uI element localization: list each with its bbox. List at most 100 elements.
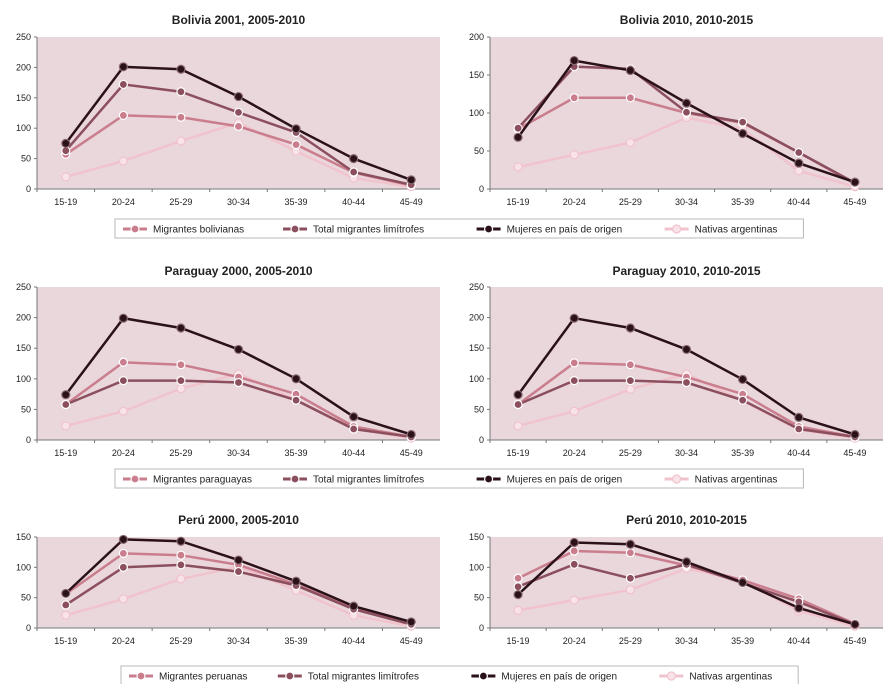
y-tick-label: 200 (469, 32, 484, 42)
data-point (625, 585, 635, 595)
x-tick-label: 15-19 (54, 197, 77, 207)
chart-4: Paraguay 2010, 2010-2015 0 50 100 150 200 250 1… (469, 264, 883, 458)
data-point (406, 429, 416, 440)
data-point (738, 395, 748, 405)
chart-6: Perú 2010, 2010-2015 0 50 100 150 15-19 20-24 2… (469, 513, 883, 646)
legend-swatch-marker (484, 224, 494, 234)
data-point (176, 323, 186, 333)
data-point (406, 175, 416, 185)
x-tick-label: 40-44 (787, 636, 810, 646)
x-tick-label: 35-39 (731, 448, 754, 458)
data-point (118, 79, 128, 90)
chart-title: Perú 2000, 2005-2010 (178, 513, 299, 527)
data-point (233, 91, 244, 102)
y-tick-label: 100 (469, 562, 484, 572)
data-point (569, 376, 579, 386)
chart-title: Perú 2010, 2010-2015 (626, 513, 747, 527)
legend-swatch-marker (290, 224, 300, 234)
data-point (118, 313, 128, 323)
legend-label: Mujeres en país de origen (507, 475, 623, 486)
x-tick-label: 15-19 (507, 448, 530, 458)
data-point (738, 117, 748, 127)
y-tick-label: 200 (16, 62, 31, 72)
y-tick-label: 100 (16, 562, 31, 572)
data-point (625, 539, 635, 549)
x-tick-label: 40-44 (787, 197, 810, 207)
data-point (61, 399, 71, 410)
data-point (513, 390, 523, 400)
x-tick-label: 45-49 (843, 197, 866, 207)
data-point (681, 107, 692, 117)
data-point (569, 150, 579, 160)
legend-label: Mujeres en país de origen (501, 672, 617, 683)
series-3 (61, 62, 416, 185)
data-point (850, 429, 860, 440)
x-tick-label: 40-44 (787, 448, 810, 458)
legend-swatch-marker (484, 474, 494, 484)
y-tick-label: 50 (21, 593, 31, 603)
data-point (176, 360, 186, 370)
data-point (681, 344, 692, 355)
data-point (233, 107, 244, 117)
data-point (738, 577, 748, 588)
data-point (569, 313, 579, 323)
data-point (176, 87, 186, 97)
chart-1: Bolivia 2001, 2005-2010 0 50 100 150 200 250 15… (16, 13, 440, 207)
data-point (291, 124, 301, 134)
data-point (569, 358, 579, 368)
x-tick-label: 35-39 (285, 197, 308, 207)
legend-label: Migrantes paraguayas (153, 475, 252, 486)
data-point (513, 399, 523, 410)
x-tick-label: 20-24 (563, 636, 586, 646)
data-point (176, 560, 186, 570)
x-tick-label: 20-24 (112, 197, 135, 207)
data-point (61, 588, 71, 599)
y-tick-label: 250 (469, 282, 484, 292)
data-point (176, 550, 186, 560)
y-tick-label: 0 (26, 623, 31, 633)
data-point (61, 172, 71, 182)
legend-item: Nativas argentinas (664, 224, 777, 236)
y-tick-label: 0 (479, 623, 484, 633)
data-point (513, 132, 523, 142)
legend-swatch-marker (285, 671, 295, 681)
chart-title: Paraguay 2010, 2010-2015 (612, 264, 760, 278)
x-tick-label: 45-49 (400, 636, 423, 646)
y-tick-label: 0 (26, 184, 31, 194)
data-point (625, 548, 635, 558)
data-point (569, 546, 579, 556)
data-point (233, 566, 244, 577)
x-tick-label: 20-24 (563, 197, 586, 207)
y-tick-label: 150 (16, 93, 31, 103)
y-tick-label: 200 (469, 313, 484, 323)
data-point (569, 55, 579, 66)
y-tick-label: 250 (16, 32, 31, 42)
legend-box (114, 468, 804, 489)
y-tick-label: 150 (469, 532, 484, 542)
legend-item: Total migrantes limítrofes (277, 671, 419, 683)
y-tick-label: 50 (21, 404, 31, 414)
x-tick-label: 30-34 (675, 197, 698, 207)
series-3 (513, 313, 860, 440)
legend-bolivia: Migrantes bolivianas Total migrantes limí… (114, 218, 804, 239)
x-tick-label: 30-34 (227, 197, 250, 207)
data-point (625, 360, 635, 370)
y-tick-label: 150 (16, 343, 31, 353)
data-point (176, 376, 186, 386)
data-point (291, 576, 301, 586)
data-point (176, 136, 186, 146)
series-3 (61, 313, 416, 440)
x-tick-label: 15-19 (54, 448, 77, 458)
legend-swatch-marker (136, 671, 146, 681)
data-point (513, 123, 523, 133)
y-tick-label: 100 (469, 374, 484, 384)
data-point (61, 600, 71, 610)
legend-swatch-marker (130, 224, 140, 234)
data-point (569, 537, 579, 548)
x-tick-label: 25-29 (619, 197, 642, 207)
x-tick-label: 20-24 (112, 636, 135, 646)
chart-title: Paraguay 2000, 2005-2010 (164, 264, 312, 278)
data-point (349, 167, 359, 177)
